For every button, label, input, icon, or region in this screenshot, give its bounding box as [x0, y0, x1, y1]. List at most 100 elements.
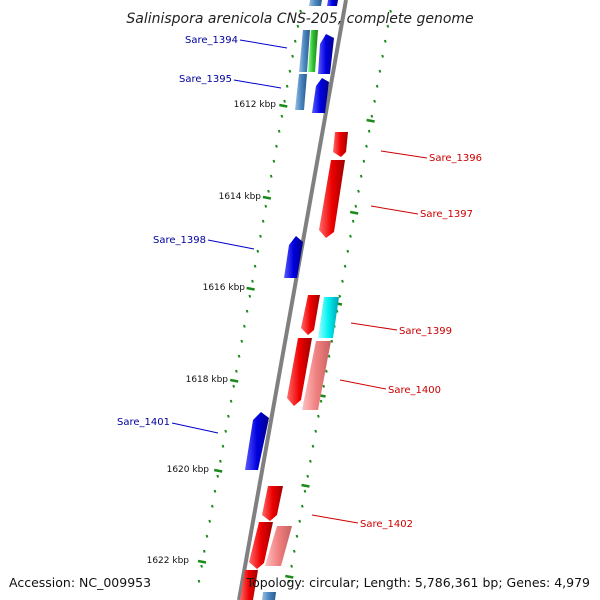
minor-tick — [197, 579, 201, 583]
minor-tick — [256, 249, 260, 253]
minor-tick — [232, 384, 236, 388]
gene-feature[interactable] — [295, 74, 307, 110]
gene-feature[interactable] — [302, 341, 331, 410]
gene-label-sare-1396[interactable]: Sare_1396 — [429, 153, 482, 164]
minor-tick — [205, 534, 209, 538]
minor-tick — [288, 69, 292, 73]
minor-tick — [291, 54, 294, 58]
scale-label: 1616 kbp — [203, 283, 246, 293]
gene-feature-sare-1400-group — [287, 338, 331, 410]
gene-label-sare-1394[interactable]: Sare_1394 — [185, 35, 238, 46]
genome-backbone — [237, 0, 348, 600]
gene-feature-sare-1399-group — [301, 295, 339, 338]
minor-tick — [362, 159, 366, 163]
minor-tick — [219, 459, 222, 463]
gene-feature-sare-1402-group — [240, 486, 292, 600]
gene-feature-sare-1395[interactable] — [312, 78, 329, 113]
gene-feature[interactable] — [327, 0, 338, 6]
minor-tick — [359, 174, 363, 178]
minor-tick — [277, 129, 281, 133]
scale-label: 1614 kbp — [219, 192, 262, 202]
minor-tick — [322, 384, 326, 388]
gene-feature[interactable] — [308, 30, 318, 72]
gene-label-sare-1402[interactable]: Sare_1402 — [360, 519, 413, 530]
minor-tick — [285, 84, 289, 88]
gene-feature-sare-1394[interactable] — [318, 34, 334, 74]
leader-line — [239, 39, 288, 49]
gene-feature-sare-1394-group — [299, 0, 338, 74]
minor-tick — [251, 279, 254, 283]
minor-tick — [298, 519, 302, 523]
gene-label-sare-1397[interactable]: Sare_1397 — [420, 209, 473, 220]
minor-tick — [338, 294, 342, 298]
scale-label: 1618 kbp — [186, 375, 229, 385]
minor-tick — [227, 414, 230, 418]
minor-tick — [280, 114, 284, 118]
minor-tick — [224, 429, 228, 433]
gene-feature-sare-1395-group — [295, 74, 329, 113]
scale-labels: 1612 kbp 1614 kbp 1616 kbp 1618 kbp 1620… — [147, 100, 277, 566]
major-tick — [213, 468, 223, 473]
minor-tick — [325, 369, 328, 373]
minor-tick — [357, 189, 360, 193]
minor-tick — [330, 339, 334, 343]
leader-line — [339, 379, 387, 390]
gene-label-sare-1399[interactable]: Sare_1399 — [399, 326, 452, 337]
minor-tick — [261, 219, 265, 223]
map-title: Salinispora arenicola CNS-205, complete … — [126, 11, 473, 27]
major-tick — [229, 378, 239, 383]
gene-feature[interactable] — [240, 570, 258, 600]
gene-label-sare-1400[interactable]: Sare_1400 — [388, 385, 441, 396]
minor-tick — [386, 24, 390, 28]
leader-line — [370, 205, 419, 215]
gene-feature[interactable] — [318, 297, 339, 338]
leader-line — [233, 79, 282, 89]
minor-tick — [290, 564, 293, 568]
gene-label-sare-1401[interactable]: Sare_1401 — [117, 417, 170, 428]
minor-tick — [306, 474, 310, 478]
gene-feature-sare-1400[interactable] — [287, 338, 312, 406]
minor-tick — [343, 264, 347, 268]
gene-feature-sare-1396[interactable] — [333, 132, 348, 157]
minor-tick — [293, 39, 297, 43]
gene-feature-sare-1398[interactable] — [284, 236, 303, 278]
gene-feature[interactable] — [309, 0, 322, 6]
gene-feature[interactable] — [262, 592, 276, 600]
label-leader-lines — [171, 39, 428, 524]
gene-label-sare-1395[interactable]: Sare_1395 — [179, 74, 232, 85]
minor-tick — [259, 234, 262, 238]
minor-tick — [296, 24, 300, 28]
minor-tick — [267, 189, 270, 193]
minor-tick — [319, 399, 323, 403]
gene-feature-sare-1402[interactable] — [262, 486, 283, 521]
major-tick — [279, 103, 288, 108]
gene-feature-sare-1397[interactable] — [319, 160, 345, 238]
leader-line — [171, 422, 219, 434]
gene-feature-sare-1401[interactable] — [245, 412, 269, 470]
minor-tick — [365, 144, 368, 148]
major-tick — [246, 286, 255, 291]
gene-label-sare-1398[interactable]: Sare_1398 — [153, 235, 206, 246]
minor-tick — [327, 354, 331, 358]
minor-tick — [295, 534, 299, 538]
minor-tick — [300, 504, 304, 508]
gene-feature[interactable] — [265, 526, 292, 566]
minor-tick — [216, 474, 220, 478]
gene-feature[interactable] — [249, 522, 273, 569]
major-tick — [366, 118, 375, 123]
minor-tick — [314, 429, 318, 433]
minor-tick — [383, 39, 387, 43]
accession-text: Accession: NC_009953 — [9, 575, 151, 590]
minor-tick — [210, 504, 214, 508]
tick-marks — [197, 9, 392, 583]
minor-tick — [275, 144, 278, 148]
leader-line — [207, 239, 255, 250]
gene-feature[interactable] — [299, 30, 310, 72]
minor-tick — [202, 549, 206, 553]
minor-tick — [317, 414, 320, 418]
minor-tick — [229, 399, 233, 403]
gene-feature-sare-1399[interactable] — [301, 295, 320, 335]
leader-line — [350, 322, 398, 331]
scale-label: 1620 kbp — [167, 465, 210, 475]
minor-tick — [375, 84, 379, 88]
